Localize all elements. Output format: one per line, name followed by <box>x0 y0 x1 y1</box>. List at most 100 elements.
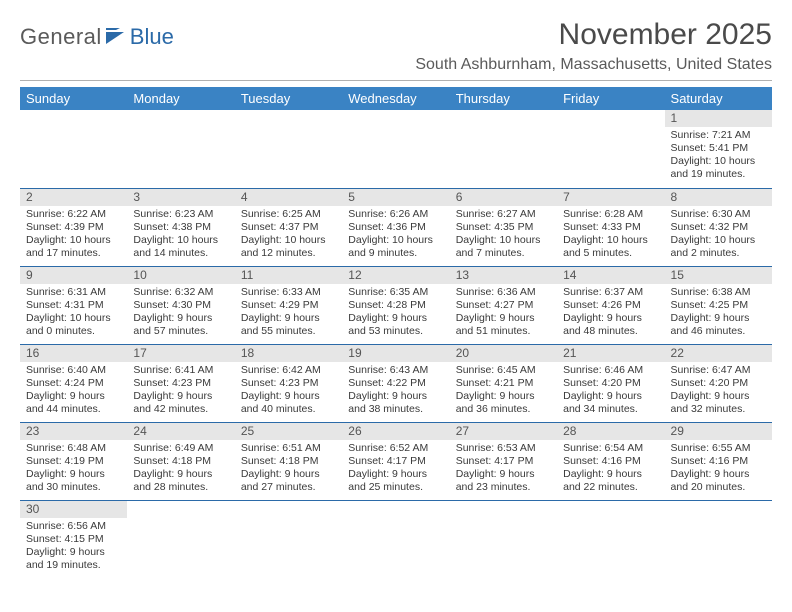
sunset-text: Sunset: 4:39 PM <box>26 221 121 234</box>
weekday-header: Saturday <box>665 87 772 110</box>
sunset-text: Sunset: 4:19 PM <box>26 455 121 468</box>
calendar-day-cell: 25Sunrise: 6:51 AMSunset: 4:18 PMDayligh… <box>235 422 342 500</box>
weekday-header: Tuesday <box>235 87 342 110</box>
daylight-text: Daylight: 10 hours <box>671 155 766 168</box>
calendar-day-cell: 2Sunrise: 6:22 AMSunset: 4:39 PMDaylight… <box>20 188 127 266</box>
daylight-text-2: and 7 minutes. <box>456 247 551 260</box>
title-block: November 2025 South Ashburnham, Massachu… <box>415 18 772 74</box>
weekday-header: Friday <box>557 87 664 110</box>
calendar-day-cell <box>235 500 342 578</box>
sunset-text: Sunset: 4:36 PM <box>348 221 443 234</box>
sunrise-text: Sunrise: 6:42 AM <box>241 364 336 377</box>
daylight-text-2: and 32 minutes. <box>671 403 766 416</box>
daylight-text-2: and 34 minutes. <box>563 403 658 416</box>
daylight-text: Daylight: 9 hours <box>456 468 551 481</box>
calendar-day-cell: 12Sunrise: 6:35 AMSunset: 4:28 PMDayligh… <box>342 266 449 344</box>
day-number: 4 <box>235 189 342 206</box>
daylight-text: Daylight: 9 hours <box>456 312 551 325</box>
calendar-day-cell: 30Sunrise: 6:56 AMSunset: 4:15 PMDayligh… <box>20 500 127 578</box>
sunrise-text: Sunrise: 6:25 AM <box>241 208 336 221</box>
daylight-text: Daylight: 9 hours <box>26 468 121 481</box>
sunset-text: Sunset: 4:17 PM <box>456 455 551 468</box>
daylight-text: Daylight: 9 hours <box>671 390 766 403</box>
daylight-text-2: and 30 minutes. <box>26 481 121 494</box>
day-number: 11 <box>235 267 342 284</box>
sunrise-text: Sunrise: 6:32 AM <box>133 286 228 299</box>
sunrise-text: Sunrise: 6:46 AM <box>563 364 658 377</box>
daylight-text-2: and 40 minutes. <box>241 403 336 416</box>
sunrise-text: Sunrise: 6:41 AM <box>133 364 228 377</box>
sunrise-text: Sunrise: 6:56 AM <box>26 520 121 533</box>
calendar-day-cell: 13Sunrise: 6:36 AMSunset: 4:27 PMDayligh… <box>450 266 557 344</box>
calendar-day-cell: 27Sunrise: 6:53 AMSunset: 4:17 PMDayligh… <box>450 422 557 500</box>
calendar-day-cell: 21Sunrise: 6:46 AMSunset: 4:20 PMDayligh… <box>557 344 664 422</box>
daylight-text-2: and 36 minutes. <box>456 403 551 416</box>
day-number: 22 <box>665 345 772 362</box>
sunrise-text: Sunrise: 6:35 AM <box>348 286 443 299</box>
daylight-text-2: and 42 minutes. <box>133 403 228 416</box>
daylight-text: Daylight: 9 hours <box>241 468 336 481</box>
logo-text-blue: Blue <box>130 24 174 50</box>
daylight-text: Daylight: 10 hours <box>348 234 443 247</box>
daylight-text-2: and 23 minutes. <box>456 481 551 494</box>
daylight-text: Daylight: 9 hours <box>133 468 228 481</box>
sunset-text: Sunset: 4:33 PM <box>563 221 658 234</box>
daylight-text: Daylight: 9 hours <box>563 312 658 325</box>
daylight-text: Daylight: 9 hours <box>348 312 443 325</box>
calendar-table: SundayMondayTuesdayWednesdayThursdayFrid… <box>20 87 772 578</box>
daylight-text-2: and 17 minutes. <box>26 247 121 260</box>
sunset-text: Sunset: 4:22 PM <box>348 377 443 390</box>
sunset-text: Sunset: 4:24 PM <box>26 377 121 390</box>
calendar-day-cell: 16Sunrise: 6:40 AMSunset: 4:24 PMDayligh… <box>20 344 127 422</box>
daylight-text-2: and 9 minutes. <box>348 247 443 260</box>
calendar-day-cell: 8Sunrise: 6:30 AMSunset: 4:32 PMDaylight… <box>665 188 772 266</box>
daylight-text-2: and 12 minutes. <box>241 247 336 260</box>
calendar-week-row: 16Sunrise: 6:40 AMSunset: 4:24 PMDayligh… <box>20 344 772 422</box>
calendar-week-row: 2Sunrise: 6:22 AMSunset: 4:39 PMDaylight… <box>20 188 772 266</box>
calendar-day-cell: . <box>127 110 234 188</box>
sunrise-text: Sunrise: 6:53 AM <box>456 442 551 455</box>
day-number: 9 <box>20 267 127 284</box>
day-number: 6 <box>450 189 557 206</box>
logo-text-general: General <box>20 24 102 50</box>
day-number: 8 <box>665 189 772 206</box>
daylight-text-2: and 44 minutes. <box>26 403 121 416</box>
sunset-text: Sunset: 4:23 PM <box>133 377 228 390</box>
daylight-text-2: and 5 minutes. <box>563 247 658 260</box>
daylight-text: Daylight: 9 hours <box>26 546 121 559</box>
calendar-day-cell: 28Sunrise: 6:54 AMSunset: 4:16 PMDayligh… <box>557 422 664 500</box>
daylight-text: Daylight: 9 hours <box>133 390 228 403</box>
calendar-day-cell: 1Sunrise: 7:21 AMSunset: 5:41 PMDaylight… <box>665 110 772 188</box>
day-number: 19 <box>342 345 449 362</box>
calendar-day-cell <box>127 500 234 578</box>
daylight-text: Daylight: 9 hours <box>241 390 336 403</box>
daylight-text: Daylight: 10 hours <box>26 234 121 247</box>
daylight-text: Daylight: 9 hours <box>671 468 766 481</box>
sunset-text: Sunset: 4:20 PM <box>671 377 766 390</box>
daylight-text: Daylight: 9 hours <box>671 312 766 325</box>
sunset-text: Sunset: 4:18 PM <box>133 455 228 468</box>
day-number: 21 <box>557 345 664 362</box>
sunrise-text: Sunrise: 6:48 AM <box>26 442 121 455</box>
sunset-text: Sunset: 4:16 PM <box>671 455 766 468</box>
calendar-day-cell: 19Sunrise: 6:43 AMSunset: 4:22 PMDayligh… <box>342 344 449 422</box>
daylight-text-2: and 51 minutes. <box>456 325 551 338</box>
day-number: 10 <box>127 267 234 284</box>
calendar-day-cell: 9Sunrise: 6:31 AMSunset: 4:31 PMDaylight… <box>20 266 127 344</box>
daylight-text: Daylight: 9 hours <box>133 312 228 325</box>
calendar-day-cell: . <box>342 110 449 188</box>
sunrise-text: Sunrise: 6:52 AM <box>348 442 443 455</box>
calendar-day-cell: 4Sunrise: 6:25 AMSunset: 4:37 PMDaylight… <box>235 188 342 266</box>
sunset-text: Sunset: 4:37 PM <box>241 221 336 234</box>
calendar-day-cell: 10Sunrise: 6:32 AMSunset: 4:30 PMDayligh… <box>127 266 234 344</box>
sunset-text: Sunset: 4:35 PM <box>456 221 551 234</box>
sunrise-text: Sunrise: 6:23 AM <box>133 208 228 221</box>
flag-icon <box>106 28 128 44</box>
day-number: 26 <box>342 423 449 440</box>
day-number: 13 <box>450 267 557 284</box>
day-number: 20 <box>450 345 557 362</box>
daylight-text: Daylight: 10 hours <box>671 234 766 247</box>
sunrise-text: Sunrise: 6:30 AM <box>671 208 766 221</box>
calendar-day-cell: 26Sunrise: 6:52 AMSunset: 4:17 PMDayligh… <box>342 422 449 500</box>
calendar-day-cell: 17Sunrise: 6:41 AMSunset: 4:23 PMDayligh… <box>127 344 234 422</box>
